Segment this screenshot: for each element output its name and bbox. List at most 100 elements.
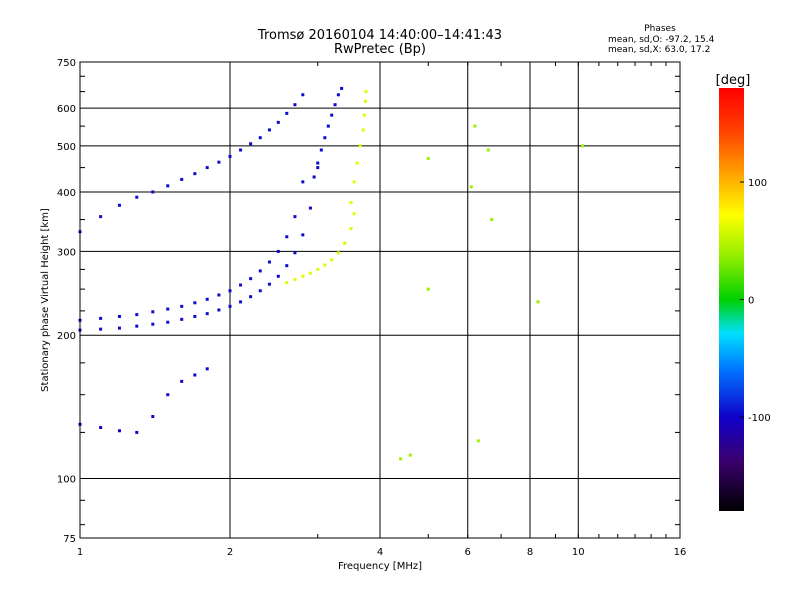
data-point xyxy=(228,289,232,293)
data-point xyxy=(193,314,197,318)
data-point xyxy=(316,267,320,271)
data-point xyxy=(399,457,403,461)
y-tick-label: 750 xyxy=(57,58,76,69)
data-point xyxy=(361,128,365,132)
data-point xyxy=(276,120,280,124)
data-point xyxy=(205,367,209,371)
data-point xyxy=(285,111,289,115)
data-point xyxy=(349,227,353,231)
data-point xyxy=(217,293,221,297)
data-point xyxy=(249,277,253,281)
data-point xyxy=(151,322,155,326)
data-point xyxy=(323,263,327,267)
data-point xyxy=(135,324,139,328)
data-point xyxy=(301,180,305,184)
data-point xyxy=(180,304,184,308)
data-point xyxy=(180,317,184,321)
data-point xyxy=(293,277,297,281)
x-tick-label: 16 xyxy=(674,547,687,558)
data-point xyxy=(293,215,297,219)
data-point xyxy=(426,157,430,161)
data-point xyxy=(267,128,271,132)
data-point xyxy=(426,287,430,291)
data-point xyxy=(469,185,473,189)
x-tick-label: 8 xyxy=(527,547,533,558)
y-tick-label: 500 xyxy=(57,142,76,153)
x-axis: 1 2 4 6 8 10 16 xyxy=(77,62,687,558)
data-point xyxy=(293,103,297,107)
data-point xyxy=(336,93,340,97)
data-point xyxy=(285,235,289,239)
data-point xyxy=(333,103,337,107)
y-tick-label: 200 xyxy=(57,331,76,342)
y-tick-label: 600 xyxy=(57,104,76,115)
x-tick-label: 2 xyxy=(227,547,233,558)
data-point xyxy=(316,166,320,170)
y-axis: 75 100 200 300 400 500 600 750 xyxy=(57,58,680,545)
data-point xyxy=(336,251,340,255)
data-point xyxy=(135,313,139,317)
data-point xyxy=(285,281,289,285)
data-point xyxy=(358,144,362,148)
x-tick-label: 1 xyxy=(77,547,83,558)
grid xyxy=(80,62,680,538)
data-point xyxy=(166,393,170,397)
x-tick-label: 6 xyxy=(465,547,471,558)
data-point xyxy=(228,304,232,308)
data-point xyxy=(180,379,184,383)
colorbar-label: [deg] xyxy=(716,73,751,88)
data-point xyxy=(193,301,197,305)
data-point xyxy=(239,300,243,304)
y-tick-label: 75 xyxy=(63,534,76,545)
data-point xyxy=(349,201,353,205)
data-point xyxy=(363,99,367,103)
data-point xyxy=(285,264,289,268)
data-point xyxy=(267,282,271,286)
data-point xyxy=(490,218,494,222)
data-point xyxy=(166,184,170,188)
data-points xyxy=(78,86,585,461)
data-point xyxy=(476,439,480,443)
data-point xyxy=(239,283,243,287)
data-point xyxy=(581,144,585,148)
data-point xyxy=(316,161,320,165)
data-point xyxy=(117,429,121,433)
data-point xyxy=(301,233,305,237)
y-axis-label: Stationary phase Virtual Height [km] xyxy=(40,208,51,392)
data-point xyxy=(228,154,232,158)
data-point xyxy=(343,241,347,245)
data-point xyxy=(308,206,312,210)
data-point xyxy=(217,308,221,312)
data-point xyxy=(308,271,312,275)
data-point xyxy=(340,86,344,90)
data-point xyxy=(249,295,253,299)
data-point xyxy=(193,172,197,176)
colorbar-tick-label: 100 xyxy=(748,178,767,189)
data-point xyxy=(276,249,280,253)
data-point xyxy=(151,414,155,418)
data-point xyxy=(249,142,253,146)
data-point xyxy=(135,430,139,434)
chart-subtitle: RwPretec (Bp) xyxy=(334,42,426,57)
data-point xyxy=(205,312,209,316)
data-point xyxy=(135,195,139,199)
y-tick-label: 300 xyxy=(57,247,76,258)
data-point xyxy=(99,316,103,320)
data-point xyxy=(258,269,262,273)
data-point xyxy=(193,373,197,377)
data-point xyxy=(323,136,327,140)
y-tick-label: 100 xyxy=(57,475,76,486)
data-point xyxy=(330,258,334,262)
data-point xyxy=(205,297,209,301)
data-point xyxy=(312,175,316,179)
data-point xyxy=(180,177,184,181)
data-point xyxy=(267,260,271,264)
y-tick-label: 400 xyxy=(57,188,76,199)
phase-legend-heading: Phases xyxy=(644,24,676,34)
colorbar-tick-label: 0 xyxy=(748,296,754,307)
data-point xyxy=(239,148,243,152)
data-point xyxy=(355,161,359,165)
x-tick-label: 4 xyxy=(377,547,383,558)
data-point xyxy=(536,300,540,304)
